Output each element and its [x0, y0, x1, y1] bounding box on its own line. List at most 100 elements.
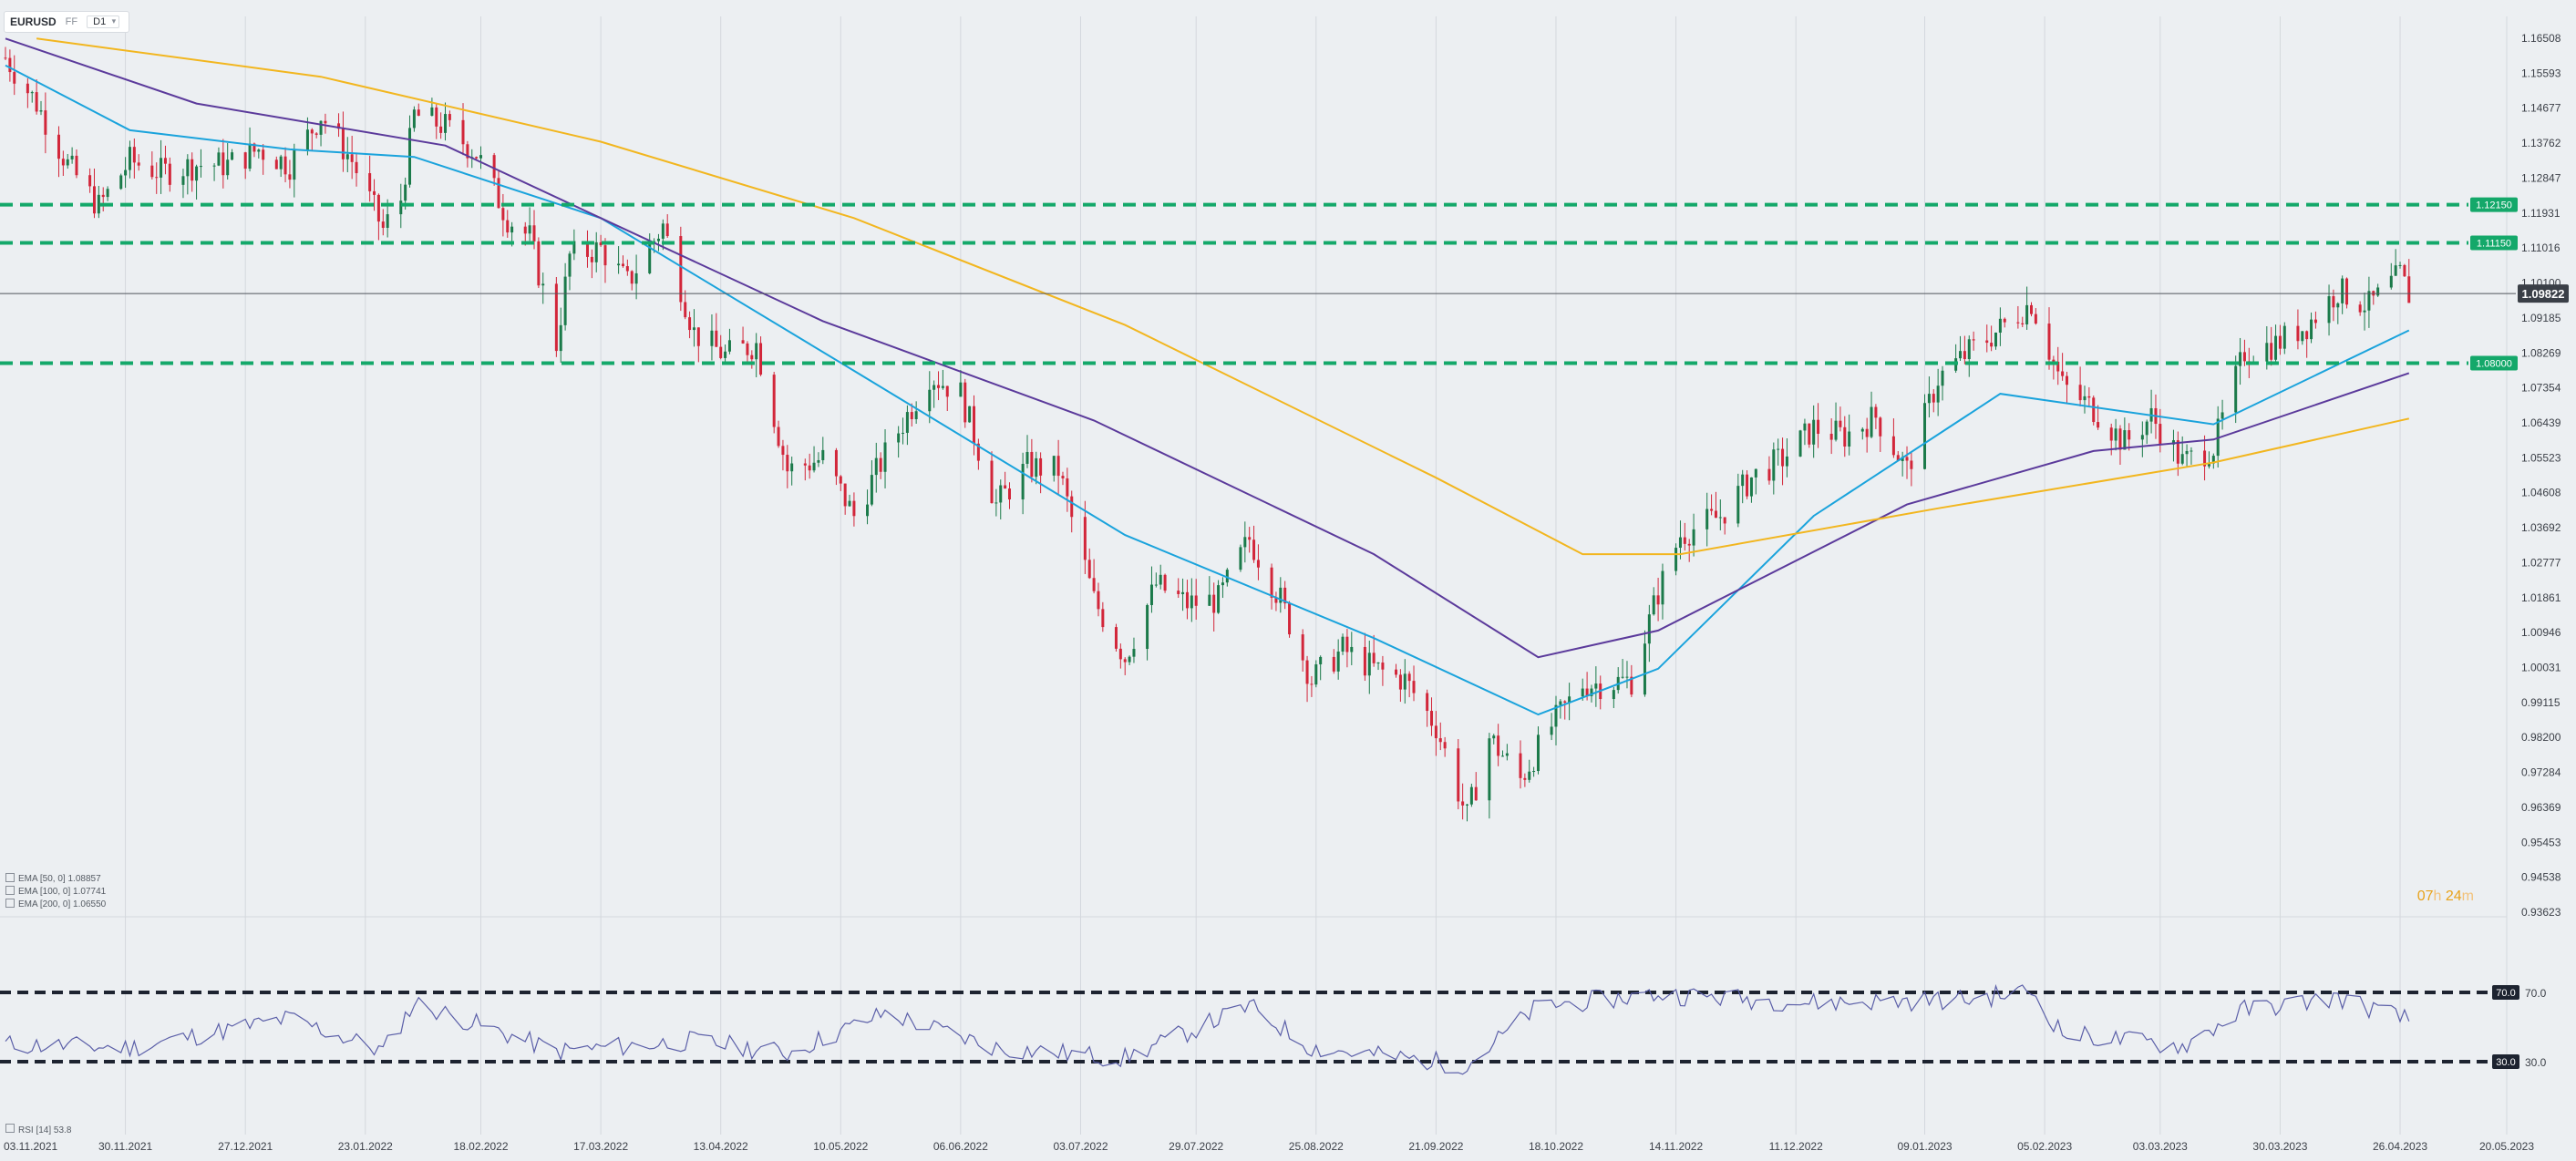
- ema50-legend[interactable]: EMA [50, 0] 1.08857: [5, 873, 101, 884]
- candle-bull: [1279, 587, 1283, 603]
- candle-bear: [1683, 537, 1686, 544]
- countdown-minutes: 24: [2445, 889, 2462, 904]
- candle-bear: [1891, 436, 1895, 456]
- price-tick-label: 1.12847: [2521, 171, 2561, 184]
- ema100-legend-value: 1.07741: [73, 887, 107, 897]
- ema200-legend[interactable]: EMA [200, 0] 1.06550: [5, 899, 106, 909]
- candle-bear: [759, 343, 763, 375]
- price-tick-label: 0.97284: [2521, 766, 2561, 779]
- rsi-legend[interactable]: RSI [14] 53.8: [5, 1124, 71, 1135]
- candle-bull: [1532, 771, 1536, 773]
- candle-bear: [696, 327, 700, 346]
- candle-bull: [1736, 486, 1740, 524]
- ema100-legend[interactable]: EMA [100, 0] 1.07741: [5, 886, 106, 897]
- candle-bear: [945, 385, 949, 397]
- candle-bull: [914, 411, 918, 419]
- candle-bear: [1097, 591, 1100, 610]
- countdown-hours: 07: [2416, 889, 2434, 904]
- candle-bull: [572, 241, 576, 254]
- rsi-level-badge: [2492, 985, 2519, 1000]
- candle-bear: [1430, 711, 1434, 726]
- candle-bull: [1860, 428, 1864, 432]
- candle-bull: [119, 175, 123, 190]
- price-level-badge: [2470, 355, 2518, 371]
- candle-bear: [1070, 496, 1074, 518]
- candle-bear: [168, 163, 171, 185]
- candle-bear: [2345, 278, 2349, 305]
- rsi-level-badge-label: 30.0: [2496, 1057, 2515, 1068]
- candle-bear: [523, 226, 527, 234]
- candle-bear: [2092, 397, 2096, 423]
- candle-bull: [231, 152, 234, 160]
- candle-bear: [1839, 420, 1842, 427]
- candle-bull: [1154, 584, 1158, 586]
- price-level-label: 1.08000: [2476, 359, 2512, 370]
- price-tick-label: 0.99115: [2521, 696, 2561, 709]
- candle-bull: [1785, 456, 1788, 467]
- candle-bear: [341, 128, 345, 159]
- rsi-legend-value: 53.8: [53, 1125, 72, 1135]
- candle-bull: [883, 442, 887, 472]
- settings-icon[interactable]: [5, 899, 15, 908]
- candle-bull: [1488, 738, 1491, 801]
- price-tick-label: 0.96369: [2521, 801, 2561, 814]
- candle-bear: [283, 156, 287, 175]
- candle-bear: [2016, 322, 2020, 324]
- candle-bear: [337, 123, 341, 129]
- candle-bear: [1438, 738, 1442, 743]
- candle-bull: [870, 475, 873, 505]
- ema200-legend-label: EMA [200, 0]: [18, 899, 71, 909]
- candle-bull: [1848, 431, 1851, 447]
- candle-bear: [1194, 595, 1198, 606]
- candle-bear: [910, 412, 913, 419]
- candle-bull: [2376, 287, 2380, 296]
- candle-bear: [1843, 426, 1847, 447]
- candle-bull: [1536, 735, 1540, 772]
- candle-bear: [155, 177, 159, 179]
- settings-icon[interactable]: [5, 886, 15, 895]
- candle-bear: [1746, 474, 1749, 497]
- candle-bull: [2398, 264, 2402, 266]
- candle-bear: [88, 175, 92, 187]
- candle-bull: [594, 241, 598, 262]
- candle-bull: [1692, 529, 1695, 546]
- candle-bear: [439, 126, 443, 133]
- candle-bull: [866, 504, 870, 517]
- candle-bear: [222, 152, 225, 176]
- candle-bull: [2180, 454, 2184, 464]
- symbol-toolbar[interactable]: EURUSD FF D1: [4, 11, 130, 33]
- date-tick-label: 03.07.2022: [1053, 1140, 1108, 1153]
- candle-bear: [35, 92, 38, 112]
- settings-icon[interactable]: [5, 1124, 15, 1133]
- candle-bull: [1803, 423, 1807, 431]
- candle-bear: [506, 220, 510, 233]
- candle-bull: [812, 462, 816, 471]
- candle-bear: [2278, 335, 2282, 349]
- candle-bear: [621, 263, 624, 267]
- candle-bull: [2190, 450, 2193, 452]
- candle-bear: [417, 109, 420, 117]
- candle-bull: [279, 156, 283, 170]
- candle-bull: [1403, 673, 1406, 690]
- candle-bear: [1061, 476, 1065, 478]
- symbol-label[interactable]: EURUSD: [10, 15, 57, 28]
- candle-bear: [1781, 448, 1785, 467]
- price-tick-label: 1.05523: [2521, 451, 2561, 464]
- candle-bear: [44, 110, 47, 135]
- candle-bull: [1967, 339, 1971, 360]
- candle-bear: [750, 354, 754, 360]
- candle-bull: [1336, 651, 1340, 672]
- candle-bull: [1754, 468, 1757, 478]
- ema50-line: [5, 64, 2410, 716]
- rsi-level-badge: [2492, 1054, 2519, 1069]
- candle-bear: [1723, 517, 1726, 524]
- price-tick-label: 1.06439: [2521, 416, 2561, 429]
- settings-icon[interactable]: [5, 873, 15, 882]
- date-tick-label: 13.04.2022: [694, 1140, 748, 1153]
- candle-bear: [497, 178, 500, 209]
- candle-bear: [2034, 313, 2037, 324]
- candle-bear: [777, 426, 780, 447]
- ff-label: FF: [65, 16, 78, 27]
- timeframe-select[interactable]: D1: [87, 15, 120, 28]
